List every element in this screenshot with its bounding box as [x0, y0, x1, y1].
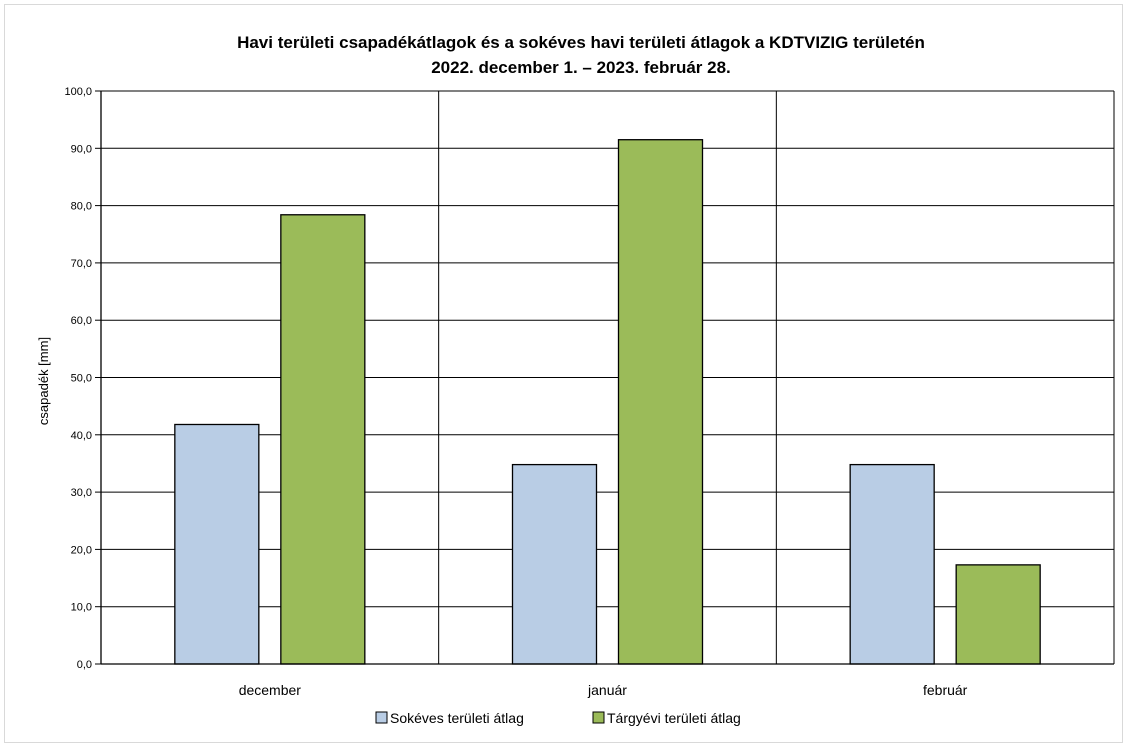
y-tick-label: 80,0: [71, 201, 92, 213]
x-tick-label: február: [923, 682, 968, 698]
bars-layer: [174, 139, 1041, 665]
y-axis-label: csapadék [mm]: [36, 337, 51, 425]
x-tick-label: január: [587, 682, 627, 698]
bar-sokeves-1: [511, 463, 598, 665]
y-tick-label: 30,0: [71, 487, 92, 499]
chart-svg: Havi területi csapadékátlagok és a sokév…: [36, 33, 1115, 726]
legend-label-0: Sokéves területi átlag: [390, 710, 524, 726]
bar-targyevi-0: [280, 214, 366, 665]
y-tick-label: 0,0: [77, 659, 92, 671]
x-tick-label: december: [239, 682, 302, 698]
chart-subtitle: 2022. december 1. – 2023. február 28.: [431, 58, 731, 77]
legend-label-1: Tárgyévi területi átlag: [607, 710, 741, 726]
axis-layer: 0,0 10,0 20,0 30,0 40,0 50,0 60,0 70,0 80,0 90,0 1…: [64, 86, 1114, 698]
chart-frame: Havi területi csapadékátlagok és a sokév…: [4, 4, 1123, 743]
y-tick-label: 50,0: [71, 373, 92, 385]
y-tick-label: 60,0: [71, 315, 92, 327]
legend: Sokéves területi átlag Tárgyévi területi …: [375, 710, 741, 726]
bar-sokeves-0: [174, 423, 260, 665]
y-tick-label: 40,0: [71, 430, 92, 442]
bar-targyevi-2: [955, 564, 1041, 665]
y-tick-label: 10,0: [71, 602, 92, 614]
bar-sokeves-2: [849, 463, 935, 665]
legend-swatch-0: [375, 711, 388, 724]
bar-targyevi-1: [617, 139, 704, 665]
y-tick-label: 20,0: [71, 544, 92, 556]
y-tick-label: 100,0: [64, 86, 92, 98]
y-tick-label: 70,0: [71, 258, 92, 270]
y-tick-label: 90,0: [71, 143, 92, 155]
chart-title: Havi területi csapadékátlagok és a sokév…: [237, 33, 925, 52]
legend-swatch-1: [592, 711, 605, 724]
